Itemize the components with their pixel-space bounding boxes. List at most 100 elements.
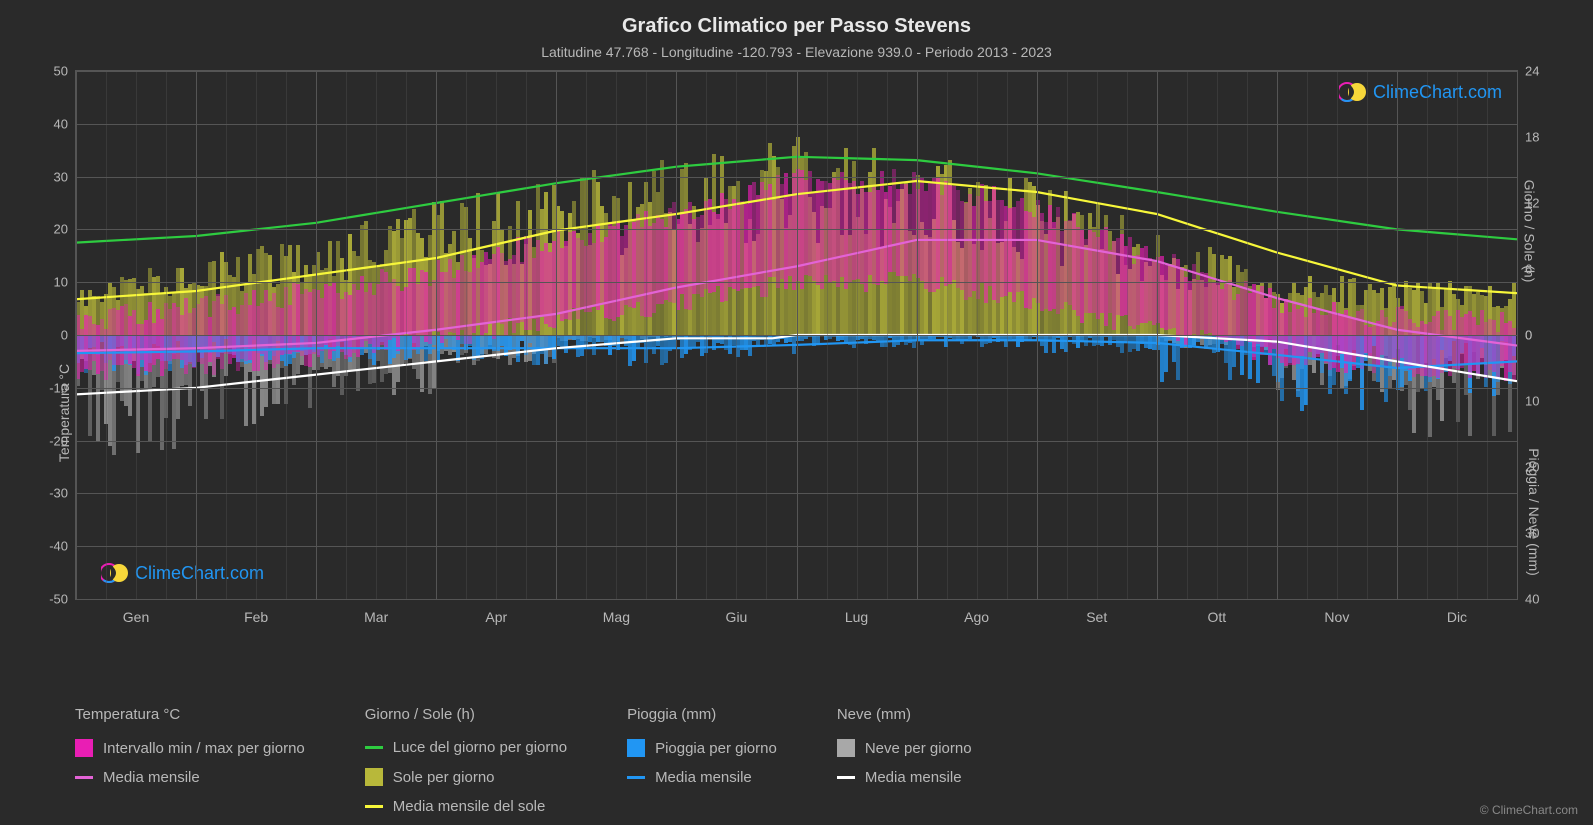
legend-line-icon: [365, 805, 383, 808]
legend-label: Luce del giorno per giorno: [393, 739, 567, 756]
legend-swatch-icon: [837, 739, 855, 757]
y-right-bottom-tick-label: 40: [1517, 592, 1539, 607]
gridline-v-minor: [827, 71, 828, 599]
x-tick-label: Lug: [845, 599, 868, 625]
gridline-v-minor: [376, 71, 377, 599]
x-tick-label: Gen: [123, 599, 149, 625]
y-left-tick-label: 0: [61, 328, 76, 343]
legend-item: Neve per giorno: [837, 739, 972, 757]
gridline-v-minor: [947, 71, 948, 599]
x-tick-label: Giu: [726, 599, 748, 625]
y-right-bottom-tick-label: 0: [1517, 328, 1532, 343]
chart-subtitle: Latitudine 47.768 - Longitudine -120.793…: [0, 38, 1593, 60]
legend-header: Giorno / Sole (h): [365, 706, 567, 723]
legend-header: Neve (mm): [837, 706, 972, 723]
gridline-v-minor: [1307, 71, 1308, 599]
gridline-v-minor: [1157, 71, 1158, 599]
y-right-top-tick-label: 24: [1517, 64, 1539, 79]
watermark-top: ClimeChart.com: [1339, 81, 1502, 103]
x-tick-label: Set: [1086, 599, 1107, 625]
gridline-v-minor: [586, 71, 587, 599]
gridline-v-minor: [226, 71, 227, 599]
legend-item: Media mensile: [837, 769, 972, 786]
legend-label: Sole per giorno: [393, 769, 495, 786]
gridline-v-minor: [917, 71, 918, 599]
chart-title: Grafico Climatico per Passo Stevens: [0, 0, 1593, 38]
gridline-v-minor: [316, 71, 317, 599]
copyright: © ClimeChart.com: [1480, 803, 1578, 817]
legend-item: Media mensile del sole: [365, 798, 567, 815]
gridline-v-minor: [136, 71, 137, 599]
gridline-v-minor: [196, 71, 197, 599]
gridline-v-minor: [166, 71, 167, 599]
legend-swatch-icon: [75, 739, 93, 757]
gridline-v: [1517, 71, 1518, 599]
legend-line-icon: [837, 776, 855, 779]
legend-item: Media mensile: [75, 769, 305, 786]
gridline-v-minor: [1367, 71, 1368, 599]
legend-label: Neve per giorno: [865, 740, 972, 757]
y-left-tick-label: -50: [49, 592, 76, 607]
gridline-v-minor: [526, 71, 527, 599]
legend-swatch-icon: [627, 739, 645, 757]
y-right-bottom-tick-label: 30: [1517, 526, 1539, 541]
gridline-h: [76, 599, 1517, 600]
gridline-v-minor: [977, 71, 978, 599]
gridline-v-minor: [1067, 71, 1068, 599]
watermark-bottom: ClimeChart.com: [101, 562, 264, 584]
watermark-text: ClimeChart.com: [135, 563, 264, 584]
legend-label: Media mensile: [655, 769, 752, 786]
legend-item: Sole per giorno: [365, 768, 567, 786]
gridline-v-minor: [1217, 71, 1218, 599]
legend-item: Luce del giorno per giorno: [365, 739, 567, 756]
gridline-v-minor: [857, 71, 858, 599]
gridline-v-minor: [466, 71, 467, 599]
legend-column: Pioggia (mm) Pioggia per giorno Media mens…: [627, 706, 777, 815]
gridline-v-minor: [1007, 71, 1008, 599]
legend-swatch-icon: [365, 768, 383, 786]
gridline-v-minor: [346, 71, 347, 599]
gridline-v-minor: [1037, 71, 1038, 599]
legend-label: Media mensile: [865, 769, 962, 786]
x-tick-label: Feb: [244, 599, 268, 625]
gridline-v-minor: [1247, 71, 1248, 599]
legend-column: Giorno / Sole (h) Luce del giorno per gio…: [365, 706, 567, 815]
gridline-v-minor: [887, 71, 888, 599]
gridline-v-minor: [1187, 71, 1188, 599]
gridline-v-minor: [1277, 71, 1278, 599]
x-tick-label: Mag: [603, 599, 630, 625]
x-tick-label: Ott: [1207, 599, 1226, 625]
legend-column: Temperatura °CIntervallo min / max per g…: [75, 706, 305, 815]
x-tick-label: Apr: [485, 599, 507, 625]
legend-header: Pioggia (mm): [627, 706, 777, 723]
y-left-tick-label: 20: [54, 222, 76, 237]
plot-area: ClimeChart.com ClimeChart.com -50-40-30-…: [75, 70, 1518, 600]
gridline-v-minor: [736, 71, 737, 599]
y-left-tick-label: 50: [54, 64, 76, 79]
watermark-text: ClimeChart.com: [1373, 82, 1502, 103]
y-left-tick-label: -40: [49, 539, 76, 554]
gridline-v-minor: [1397, 71, 1398, 599]
climate-chart: Grafico Climatico per Passo Stevens Lati…: [0, 0, 1593, 825]
gridline-v-minor: [706, 71, 707, 599]
gridline-v-minor: [406, 71, 407, 599]
y-left-tick-label: -10: [49, 380, 76, 395]
y-left-tick-label: 40: [54, 116, 76, 131]
legend-item: Intervallo min / max per giorno: [75, 739, 305, 757]
legend: Temperatura °CIntervallo min / max per g…: [75, 706, 1518, 815]
gridline-v-minor: [797, 71, 798, 599]
gridline-v-minor: [436, 71, 437, 599]
gridline-v-minor: [1427, 71, 1428, 599]
gridline-v-minor: [106, 71, 107, 599]
gridline-v-minor: [1337, 71, 1338, 599]
x-tick-label: Mar: [364, 599, 388, 625]
y-right-bottom-tick-label: 20: [1517, 460, 1539, 475]
legend-label: Media mensile del sole: [393, 798, 546, 815]
y-left-tick-label: -30: [49, 486, 76, 501]
legend-label: Media mensile: [103, 769, 200, 786]
y-left-tick-label: -20: [49, 433, 76, 448]
legend-item: Media mensile: [627, 769, 777, 786]
y-right-top-tick-label: 18: [1517, 130, 1539, 145]
gridline-v-minor: [76, 71, 77, 599]
legend-item: Pioggia per giorno: [627, 739, 777, 757]
